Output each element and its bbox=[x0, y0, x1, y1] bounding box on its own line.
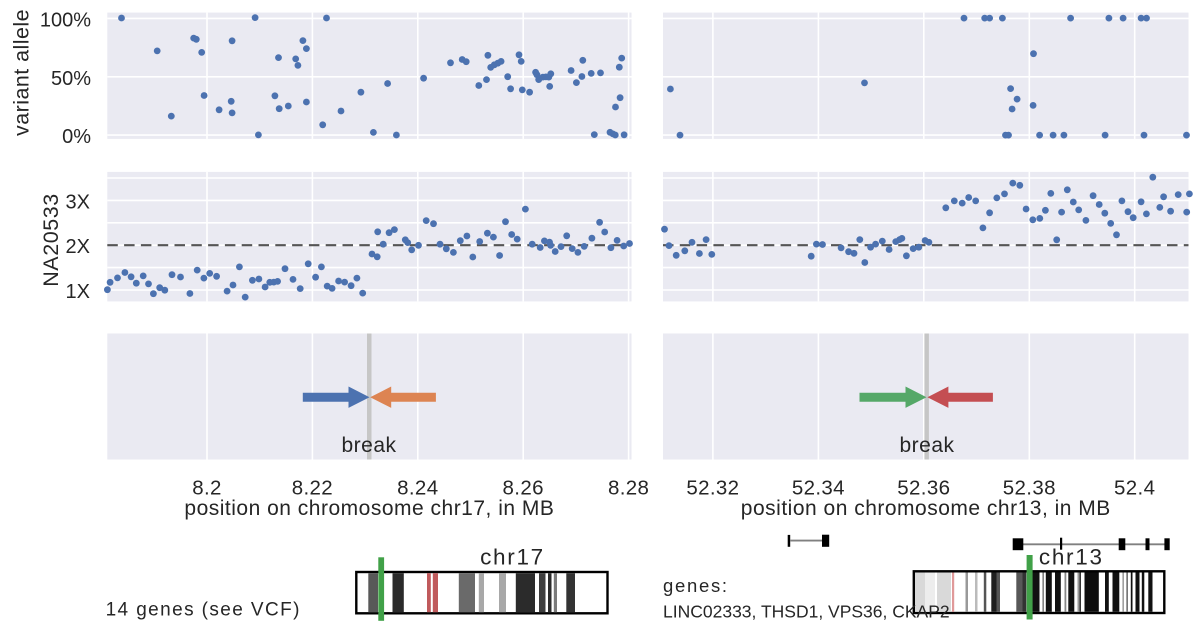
svg-text:NA20533: NA20533 bbox=[39, 193, 63, 287]
svg-text:100%: 100% bbox=[40, 10, 91, 32]
svg-text:chr17: chr17 bbox=[480, 545, 545, 570]
svg-text:position on chromosome chr13,: position on chromosome chr13, in MB bbox=[741, 497, 1111, 520]
svg-text:position on chromosome chr17,: position on chromosome chr17, in MB bbox=[184, 497, 554, 520]
svg-text:50%: 50% bbox=[51, 68, 91, 90]
svg-text:0%: 0% bbox=[62, 126, 91, 148]
svg-text:LINC02333, THSD1, VPS36, CKAP2: LINC02333, THSD1, VPS36, CKAP2 bbox=[663, 602, 950, 622]
svg-text:3X: 3X bbox=[66, 192, 90, 214]
svg-text:14 genes (see VCF): 14 genes (see VCF) bbox=[106, 600, 301, 621]
svg-text:1X: 1X bbox=[66, 281, 90, 303]
svg-text:break: break bbox=[341, 434, 396, 457]
svg-text:8.28: 8.28 bbox=[608, 476, 649, 499]
svg-text:chr13: chr13 bbox=[1039, 545, 1104, 570]
svg-text:52.32: 52.32 bbox=[686, 476, 739, 499]
svg-text:52.4: 52.4 bbox=[1114, 476, 1155, 499]
svg-text:8.26: 8.26 bbox=[503, 476, 544, 499]
svg-text:8.22: 8.22 bbox=[292, 476, 333, 499]
svg-text:8.24: 8.24 bbox=[397, 476, 438, 499]
svg-text:variant allele: variant allele bbox=[10, 9, 34, 136]
svg-text:52.34: 52.34 bbox=[792, 476, 845, 499]
svg-text:genes:: genes: bbox=[663, 575, 729, 596]
svg-text:2X: 2X bbox=[66, 236, 90, 258]
svg-text:52.38: 52.38 bbox=[1003, 476, 1056, 499]
svg-text:52.36: 52.36 bbox=[897, 476, 950, 499]
svg-text:break: break bbox=[899, 434, 954, 457]
svg-text:8.2: 8.2 bbox=[192, 476, 222, 499]
